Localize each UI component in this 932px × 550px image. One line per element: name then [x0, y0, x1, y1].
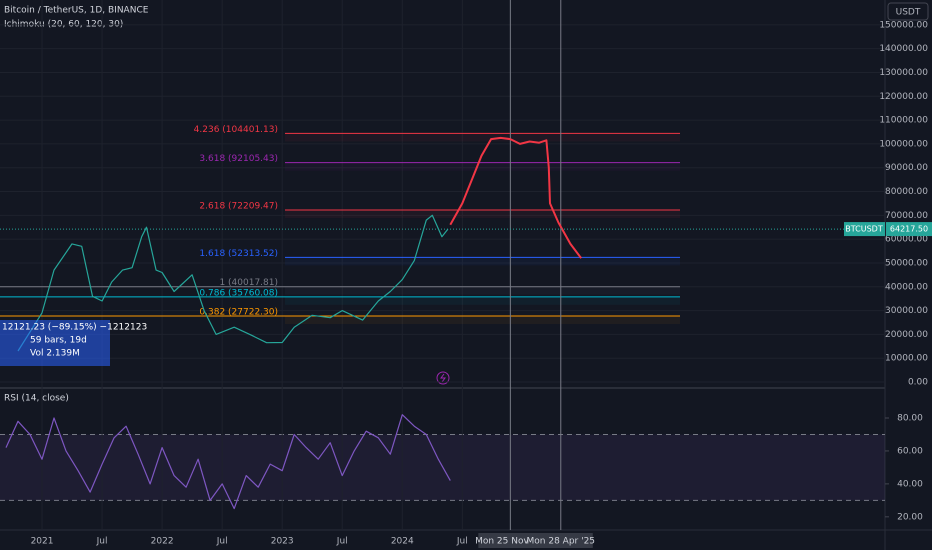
symbol-title: Bitcoin / TetherUS, 1D, BINANCE — [4, 6, 149, 16]
y-tick-label: 80.00 — [897, 414, 923, 424]
x-tick-label: 2024 — [391, 537, 414, 547]
x-tick-label: Jul — [456, 537, 468, 547]
rsi-title: RSI (14, close) — [4, 394, 69, 404]
y-tick-label: 60.00 — [897, 446, 923, 456]
series-line — [17, 214, 449, 352]
level-fill — [285, 315, 680, 324]
symbol-tag — [844, 222, 885, 237]
date-label: Mon 28 Apr '25 — [527, 537, 596, 547]
price-tag — [886, 222, 932, 237]
level-fill — [285, 133, 680, 142]
hand-drawing — [449, 136, 582, 259]
currency[interactable]: USDT — [896, 8, 921, 18]
x-tick-label: Jul — [216, 537, 228, 547]
y-tick-label: 60000.00 — [885, 235, 928, 245]
y-tick-label: 50000.00 — [885, 258, 928, 268]
level-fill — [285, 296, 680, 305]
measure-bg — [0, 320, 110, 366]
y-tick-label: 30000.00 — [885, 306, 928, 316]
fib-label: 2.618 (72209.47) — [199, 202, 278, 212]
date-label-bg — [478, 533, 543, 548]
fib-label: 0.786 (35760.08) — [199, 288, 278, 298]
fib-label: 1 (40017.81) — [219, 278, 278, 288]
y-tick-label: 120000.00 — [879, 92, 928, 102]
fib-label: 1.618 (52313.52) — [199, 249, 278, 259]
fib-label: 3.618 (92105.43) — [199, 154, 278, 164]
x-tick-label: Jul — [96, 537, 108, 547]
series-line — [5, 414, 451, 510]
symbol-label: BTCUSDT — [845, 225, 883, 234]
y-tick-label: 10000.00 — [885, 354, 928, 364]
y-tick-label: 110000.00 — [879, 116, 928, 126]
event-icon[interactable] — [436, 371, 450, 385]
y-tick-label: 100000.00 — [879, 139, 928, 149]
level-fill — [285, 210, 680, 219]
x-tick-label: 2023 — [271, 537, 294, 547]
y-tick-label: 80000.00 — [885, 187, 928, 197]
fib-label: 0.382 (27722.30) — [199, 307, 278, 317]
date-label-bg — [528, 533, 593, 548]
level-fill — [285, 162, 680, 171]
x-tick-label: Jul — [336, 537, 348, 547]
measure-text: Vol 2.139M — [30, 349, 80, 359]
measure-text: 12121.23 (−89.15%) −1212123 — [2, 323, 147, 333]
y-tick-label: 0.00 — [908, 378, 928, 388]
fib-label: 4.236 (104401.13) — [194, 125, 278, 135]
level-fill — [285, 257, 680, 266]
y-tick-label: 130000.00 — [879, 68, 928, 78]
y-tick-label: 40000.00 — [885, 282, 928, 292]
event-icon-bolt — [440, 373, 446, 383]
currency-button[interactable] — [887, 2, 929, 21]
y-tick-label: 140000.00 — [879, 44, 928, 54]
y-tick-label: 150000.00 — [879, 20, 928, 30]
y-tick-label: 20000.00 — [885, 330, 928, 340]
x-tick-label: 2022 — [151, 537, 174, 547]
y-tick-label: 20.00 — [897, 512, 923, 522]
price-label: 64217.50 — [890, 225, 928, 234]
measure-text: 59 bars, 19d — [30, 336, 87, 346]
date-label: Mon 25 Nov '24 — [475, 537, 546, 547]
x-tick-label: 2021 — [31, 537, 54, 547]
measure-box: 12121.23 (−89.15%) −1212123 59 bars, 19d V… — [0, 320, 147, 366]
y-tick-label: 70000.00 — [885, 211, 928, 221]
level-fill — [285, 286, 680, 295]
y-tick-label: 40.00 — [897, 479, 923, 489]
y-tick-label: 90000.00 — [885, 163, 928, 173]
